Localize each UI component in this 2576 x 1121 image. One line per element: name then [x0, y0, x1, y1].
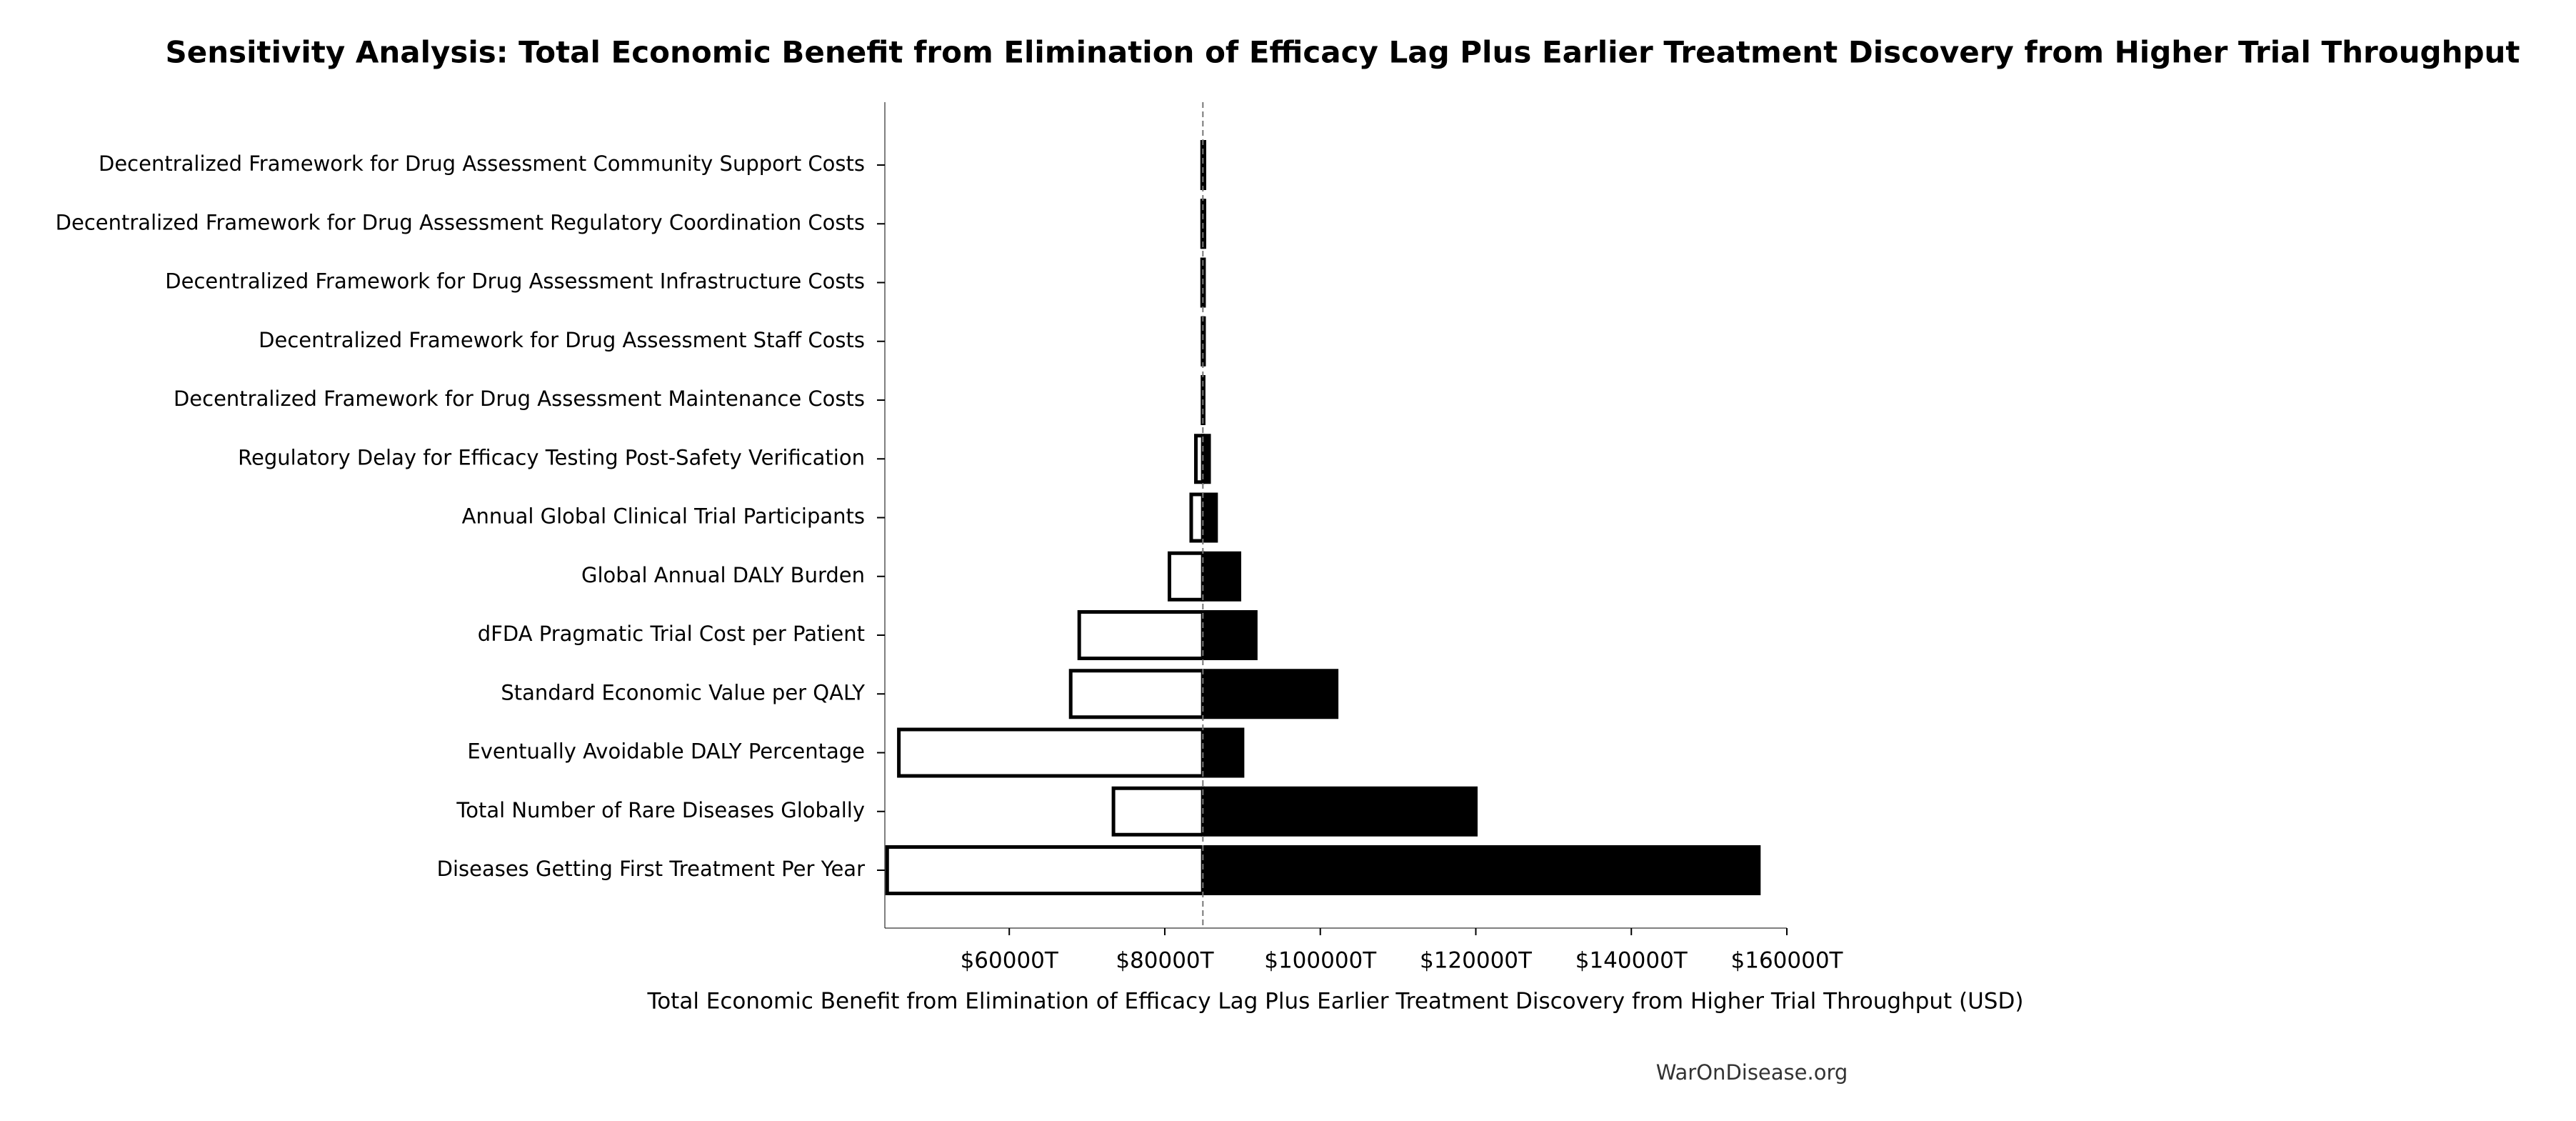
high-bar	[1201, 727, 1245, 778]
y-tick-label: Decentralized Framework for Drug Assessm…	[56, 210, 865, 234]
high-bar	[1201, 610, 1258, 660]
high-bar	[1201, 669, 1339, 719]
y-tick-label: Diseases Getting First Treatment Per Yea…	[437, 857, 865, 881]
low-bar	[1068, 669, 1205, 719]
source-note: WarOnDisease.org	[1656, 1060, 1848, 1085]
low-bar	[1111, 786, 1205, 837]
chart-title: Sensitivity Analysis: Total Economic Ben…	[165, 35, 2520, 70]
high-bar	[1201, 786, 1478, 837]
x-tick-label: $100000T	[1264, 948, 1377, 974]
y-tick-label: Total Number of Rare Diseases Globally	[456, 798, 865, 822]
y-tick-label: dFDA Pragmatic Trial Cost per Patient	[478, 622, 865, 646]
x-axis-label: Total Economic Benefit from Elimination …	[647, 989, 2024, 1015]
high-bar	[1201, 434, 1211, 484]
x-tick-label: $140000T	[1575, 948, 1688, 974]
low-bar	[1167, 551, 1205, 602]
y-tick-label: Eventually Avoidable DALY Percentage	[467, 739, 865, 764]
high-bar	[1201, 551, 1241, 602]
y-tick-label: Annual Global Clinical Trial Participant…	[462, 504, 865, 529]
low-bar	[1077, 610, 1205, 660]
low-bar	[885, 845, 1205, 895]
y-tick-label: Regulatory Delay for Efficacy Testing Po…	[238, 445, 865, 469]
x-tick-label: $160000T	[1731, 948, 1844, 974]
high-bar	[1201, 845, 1761, 895]
high-bar	[1201, 140, 1206, 190]
y-tick-label: Decentralized Framework for Drug Assessm…	[259, 328, 865, 352]
x-tick-label: $120000T	[1420, 948, 1533, 974]
y-tick-label: Global Annual DALY Burden	[581, 563, 865, 587]
high-bar	[1201, 492, 1218, 543]
x-tick-label: $60000T	[961, 948, 1059, 974]
y-tick-label: Standard Economic Value per QALY	[501, 680, 865, 704]
x-tick-label: $80000T	[1116, 948, 1214, 974]
y-tick-label: Decentralized Framework for Drug Assessm…	[99, 151, 865, 176]
y-tick-label: Decentralized Framework for Drug Assessm…	[165, 269, 865, 294]
y-tick-label: Decentralized Framework for Drug Assessm…	[174, 387, 865, 411]
low-bar	[897, 727, 1205, 778]
